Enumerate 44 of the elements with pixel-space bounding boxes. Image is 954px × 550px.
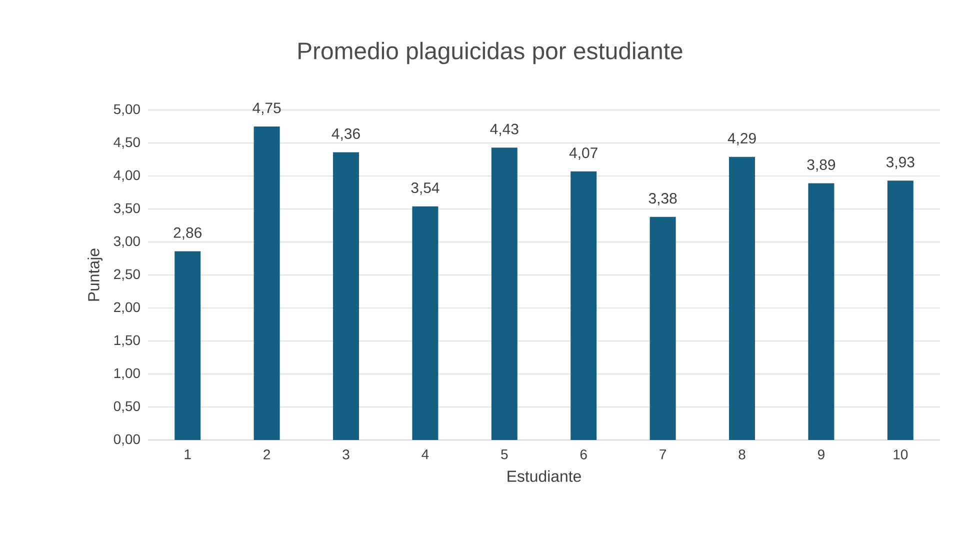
- y-tick-label: 0,50: [114, 401, 140, 413]
- data-label: 4,36: [332, 128, 360, 141]
- bar: [412, 206, 438, 440]
- y-tick-label: 1,00: [114, 368, 140, 380]
- y-tick-label: 2,00: [114, 302, 140, 314]
- y-tick-label: 5,00: [114, 104, 140, 116]
- x-tick-label: 10: [894, 449, 908, 460]
- x-tick-label: 6: [580, 449, 587, 460]
- data-label: 3,38: [648, 193, 677, 206]
- y-tick-label: 4,50: [114, 137, 140, 149]
- x-tick-label: 1: [184, 450, 191, 460]
- x-tick-label: 5: [501, 450, 508, 460]
- bar: [174, 251, 201, 440]
- bar: [729, 156, 756, 440]
- x-axis-title: Estudiante: [508, 470, 581, 482]
- bar: [650, 216, 676, 440]
- x-tick-label: 3: [342, 449, 350, 460]
- y-axis-title: Puntaje: [88, 248, 103, 301]
- data-label: 3,89: [807, 159, 836, 172]
- x-tick-label: 2: [264, 449, 270, 460]
- bar: [808, 183, 834, 440]
- y-tick-label: 3,00: [114, 236, 140, 248]
- y-tick-label: 4,00: [114, 170, 140, 182]
- data-label: 3,54: [411, 182, 440, 195]
- bar: [254, 126, 280, 440]
- data-label: 4,29: [728, 132, 756, 146]
- data-label: 4,75: [252, 102, 281, 115]
- bar: [333, 152, 360, 440]
- bar: [491, 148, 518, 440]
- data-label: 2,86: [174, 227, 202, 240]
- bar: [570, 171, 597, 440]
- x-tick-label: 4: [422, 450, 429, 460]
- bar: [887, 180, 914, 440]
- y-tick-label: 2,50: [114, 269, 140, 281]
- y-tick-label: 3,50: [114, 203, 140, 215]
- data-label: 4,07: [569, 148, 598, 160]
- y-tick-label: 1,50: [114, 335, 140, 347]
- x-tick-label: 9: [818, 449, 824, 460]
- data-label: 4,43: [490, 124, 518, 136]
- data-label: 3,93: [886, 156, 914, 170]
- chart-title: Promedio plaguicidas por estudiante: [298, 42, 682, 64]
- y-tick-label: 0,00: [114, 434, 140, 446]
- x-tick-label: 7: [660, 450, 666, 460]
- x-tick-label: 8: [738, 449, 746, 460]
